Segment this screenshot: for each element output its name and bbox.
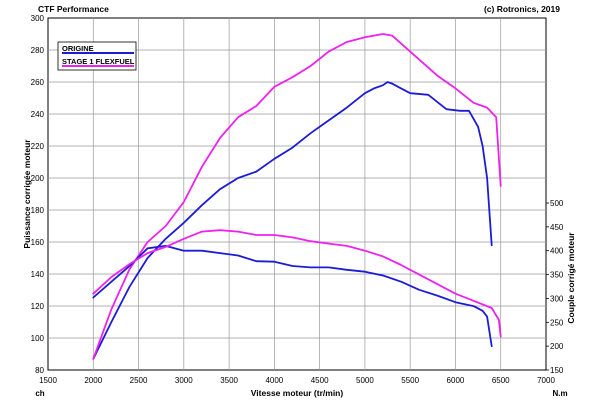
plot-area <box>47 17 547 371</box>
x-tick-3000: 3000 <box>175 376 193 385</box>
y-right-tick-150: 150 <box>550 366 564 375</box>
y-right-tick-300: 300 <box>550 294 564 303</box>
chart-copyright: (c) Rotronics, 2019 <box>483 4 560 14</box>
x-tick-5500: 5500 <box>401 376 419 385</box>
x-tick-6000: 6000 <box>447 376 465 385</box>
x-left-unit: ch <box>35 389 44 398</box>
y-right-tick-200: 200 <box>550 342 564 351</box>
y-left-tick-280: 280 <box>31 46 45 55</box>
series-layer <box>92 33 502 360</box>
y-left-tick-120: 120 <box>31 302 45 311</box>
y-left-tick-80: 80 <box>35 366 44 375</box>
x-tick-7000: 7000 <box>537 376 555 385</box>
y-left-tick-260: 260 <box>31 78 45 87</box>
y-left-axis-label: Puissance corrigée moteur <box>22 139 32 249</box>
y-left-tick-100: 100 <box>31 334 45 343</box>
y-left-tick-220: 220 <box>31 142 45 151</box>
y-right-tick-500: 500 <box>550 199 564 208</box>
y-left-tick-140: 140 <box>31 270 45 279</box>
x-tick-4500: 4500 <box>311 376 329 385</box>
y-left-tick-160: 160 <box>31 238 45 247</box>
y-left-tick-300: 300 <box>31 14 45 23</box>
y-right-tick-400: 400 <box>550 247 564 256</box>
series-power-stage-1-flexfuel <box>92 33 502 360</box>
y-left-tick-180: 180 <box>31 206 45 215</box>
x-right-unit: N.m <box>552 389 567 398</box>
chart-brand: CTF Performance <box>38 4 109 14</box>
x-tick-4000: 4000 <box>265 376 283 385</box>
y-right-tick-450: 450 <box>550 223 564 232</box>
grid <box>48 18 546 370</box>
x-tick-5000: 5000 <box>356 376 374 385</box>
x-tick-2000: 2000 <box>84 376 102 385</box>
legend: ORIGINE STAGE 1 FLEXFUEL <box>57 41 137 71</box>
y-right-tick-350: 350 <box>550 271 564 280</box>
tick-labels: 1500 2000 2500 3000 3500 4000 4500 5000 5500 6000… <box>31 14 564 385</box>
x-tick-2500: 2500 <box>130 376 148 385</box>
y-right-axis-label: Couple corrigé moteur <box>566 232 576 324</box>
x-tick-1500: 1500 <box>39 376 57 385</box>
y-left-tick-240: 240 <box>31 110 45 119</box>
legend-label-stage1: STAGE 1 FLEXFUEL <box>62 57 135 66</box>
x-axis-label: Vitesse moteur (tr/min) <box>251 388 344 398</box>
y-right-tick-250: 250 <box>550 318 564 327</box>
legend-label-origine: ORIGINE <box>62 44 94 53</box>
series-torque-origine <box>92 244 493 348</box>
x-tick-3500: 3500 <box>220 376 238 385</box>
series-torque-stage-1-flexfuel <box>92 229 502 338</box>
x-tick-6500: 6500 <box>492 376 510 385</box>
y-left-tick-200: 200 <box>31 174 45 183</box>
series-power-origine <box>92 81 493 360</box>
